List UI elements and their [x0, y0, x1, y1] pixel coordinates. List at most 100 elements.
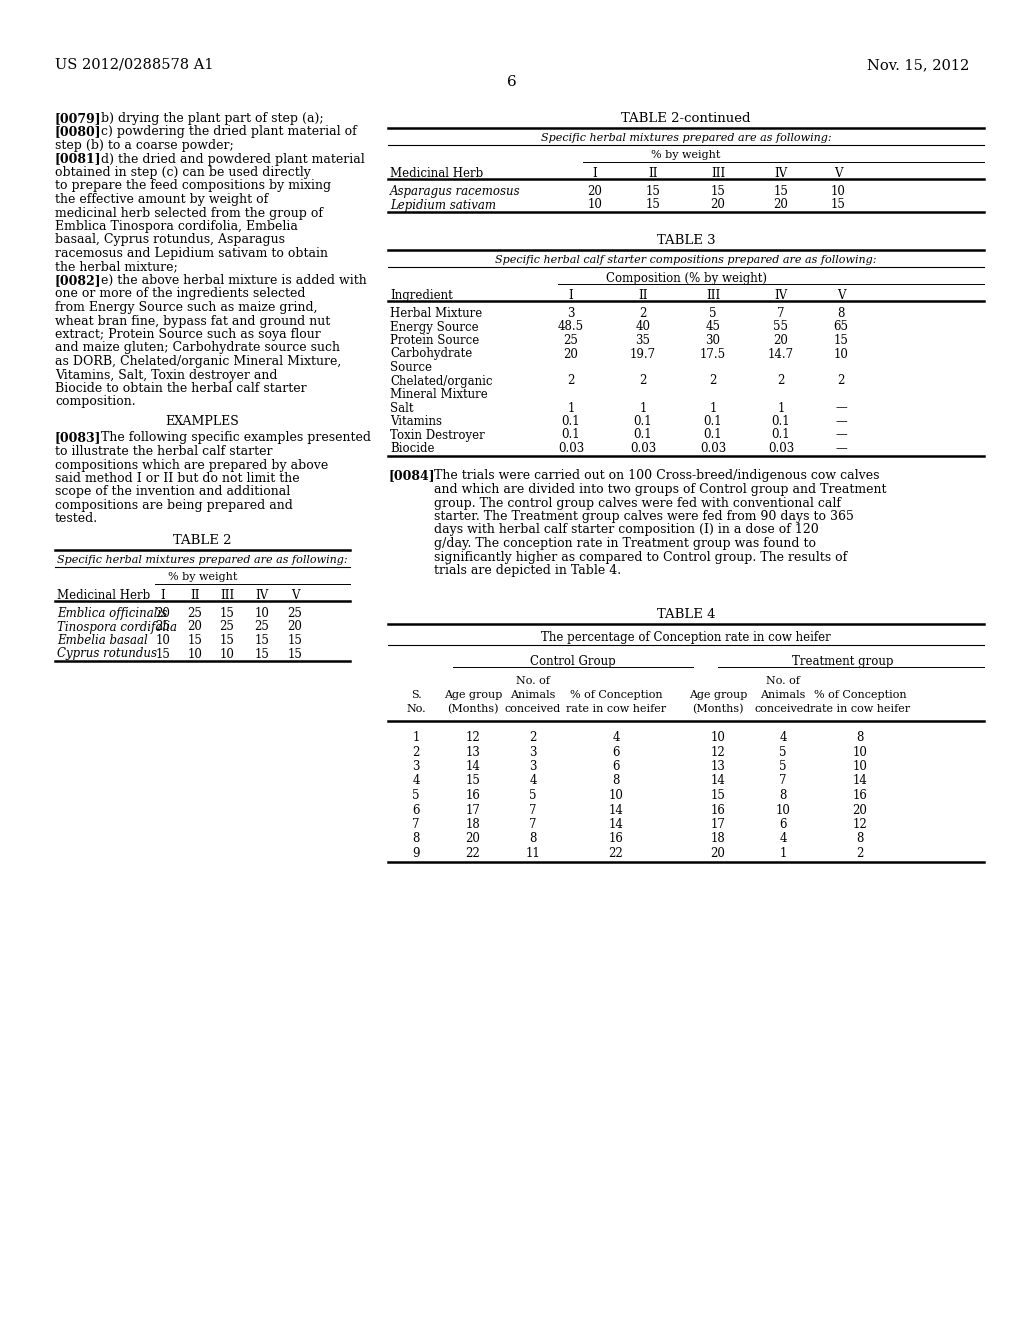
- Text: 10: 10: [608, 789, 624, 803]
- Text: 15: 15: [156, 648, 170, 660]
- Text: 15: 15: [255, 648, 269, 660]
- Text: S.: S.: [411, 690, 421, 700]
- Text: I: I: [568, 289, 573, 302]
- Text: 11: 11: [525, 847, 541, 861]
- Text: to illustrate the herbal calf starter: to illustrate the herbal calf starter: [55, 445, 272, 458]
- Text: 25: 25: [219, 620, 234, 634]
- Text: 10: 10: [156, 634, 170, 647]
- Text: 13: 13: [466, 746, 480, 759]
- Text: 2: 2: [710, 375, 717, 388]
- Text: e) the above herbal mixture is added with: e) the above herbal mixture is added wit…: [101, 275, 367, 286]
- Text: one or more of the ingredients selected: one or more of the ingredients selected: [55, 288, 305, 301]
- Text: conceived: conceived: [505, 704, 561, 714]
- Text: III: III: [706, 289, 720, 302]
- Text: 0.03: 0.03: [699, 442, 726, 455]
- Text: The trials were carried out on 100 Cross-breed/indigenous cow calves: The trials were carried out on 100 Cross…: [434, 470, 880, 483]
- Text: Age group: Age group: [689, 690, 748, 700]
- Text: EXAMPLES: EXAMPLES: [166, 414, 240, 428]
- Text: 17: 17: [466, 804, 480, 817]
- Text: —: —: [836, 429, 847, 441]
- Text: 25: 25: [187, 607, 203, 620]
- Text: [0081]: [0081]: [55, 153, 101, 165]
- Text: No. of: No. of: [516, 676, 550, 686]
- Text: Treatment group: Treatment group: [793, 655, 894, 668]
- Text: 5: 5: [710, 308, 717, 319]
- Text: 15: 15: [255, 634, 269, 647]
- Text: 10: 10: [711, 731, 725, 744]
- Text: II: II: [638, 289, 648, 302]
- Text: 1: 1: [639, 401, 647, 414]
- Text: Medicinal Herb: Medicinal Herb: [57, 589, 151, 602]
- Text: 22: 22: [466, 847, 480, 861]
- Text: II: II: [648, 168, 657, 180]
- Text: 10: 10: [830, 185, 846, 198]
- Text: Specific herbal mixtures prepared are as following:: Specific herbal mixtures prepared are as…: [541, 133, 831, 143]
- Text: [0084]: [0084]: [388, 470, 434, 483]
- Text: I: I: [593, 168, 597, 180]
- Text: composition.: composition.: [55, 396, 135, 408]
- Text: 4: 4: [529, 775, 537, 788]
- Text: 15: 15: [773, 185, 788, 198]
- Text: and which are divided into two groups of Control group and Treatment: and which are divided into two groups of…: [434, 483, 887, 496]
- Text: 20: 20: [466, 833, 480, 846]
- Text: 0.03: 0.03: [558, 442, 584, 455]
- Text: 10: 10: [255, 607, 269, 620]
- Text: 3: 3: [413, 760, 420, 774]
- Text: 15: 15: [711, 789, 725, 803]
- Text: rate in cow heifer: rate in cow heifer: [810, 704, 910, 714]
- Text: 4: 4: [413, 775, 420, 788]
- Text: Energy Source: Energy Source: [390, 321, 478, 334]
- Text: TABLE 3: TABLE 3: [656, 234, 716, 247]
- Text: 4: 4: [779, 833, 786, 846]
- Text: [0083]: [0083]: [55, 432, 101, 445]
- Text: 55: 55: [773, 321, 788, 334]
- Text: trials are depicted in Table 4.: trials are depicted in Table 4.: [434, 564, 622, 577]
- Text: 18: 18: [466, 818, 480, 832]
- Text: 10: 10: [588, 198, 602, 211]
- Text: Mineral Mixture: Mineral Mixture: [390, 388, 487, 401]
- Text: 2: 2: [838, 375, 845, 388]
- Text: starter. The Treatment group calves were fed from 90 days to 365: starter. The Treatment group calves were…: [434, 510, 854, 523]
- Text: 15: 15: [645, 198, 660, 211]
- Text: 15: 15: [219, 607, 234, 620]
- Text: 15: 15: [834, 334, 849, 347]
- Text: 1: 1: [567, 401, 574, 414]
- Text: 7: 7: [413, 818, 420, 832]
- Text: 14: 14: [466, 760, 480, 774]
- Text: 8: 8: [856, 833, 863, 846]
- Text: days with herbal calf starter composition (I) in a dose of 120: days with herbal calf starter compositio…: [434, 524, 819, 536]
- Text: 16: 16: [466, 789, 480, 803]
- Text: basaal, Cyprus rotundus, Asparagus: basaal, Cyprus rotundus, Asparagus: [55, 234, 285, 247]
- Text: 14: 14: [853, 775, 867, 788]
- Text: scope of the invention and additional: scope of the invention and additional: [55, 486, 290, 499]
- Text: [0079]: [0079]: [55, 112, 101, 125]
- Text: 10: 10: [775, 804, 791, 817]
- Text: Tinospora cordifolia: Tinospora cordifolia: [57, 620, 177, 634]
- Text: 5: 5: [413, 789, 420, 803]
- Text: US 2012/0288578 A1: US 2012/0288578 A1: [55, 58, 213, 73]
- Text: Medicinal Herb: Medicinal Herb: [390, 168, 483, 180]
- Text: Protein Source: Protein Source: [390, 334, 479, 347]
- Text: b) drying the plant part of step (a);: b) drying the plant part of step (a);: [101, 112, 324, 125]
- Text: medicinal herb selected from the group of: medicinal herb selected from the group o…: [55, 206, 323, 219]
- Text: 15: 15: [288, 634, 302, 647]
- Text: —: —: [836, 442, 847, 455]
- Text: compositions are being prepared and: compositions are being prepared and: [55, 499, 293, 512]
- Text: Animals: Animals: [760, 690, 806, 700]
- Text: 9: 9: [413, 847, 420, 861]
- Text: rate in cow heifer: rate in cow heifer: [566, 704, 666, 714]
- Text: 45: 45: [706, 321, 721, 334]
- Text: —: —: [836, 401, 847, 414]
- Text: 7: 7: [779, 775, 786, 788]
- Text: 0.1: 0.1: [703, 414, 722, 428]
- Text: Specific herbal mixtures prepared are as following:: Specific herbal mixtures prepared are as…: [57, 554, 348, 565]
- Text: [0080]: [0080]: [55, 125, 101, 139]
- Text: 20: 20: [288, 620, 302, 634]
- Text: 10: 10: [187, 648, 203, 660]
- Text: V: V: [837, 289, 845, 302]
- Text: 25: 25: [255, 620, 269, 634]
- Text: 15: 15: [219, 634, 234, 647]
- Text: 4: 4: [779, 731, 786, 744]
- Text: 0.03: 0.03: [768, 442, 795, 455]
- Text: 8: 8: [838, 308, 845, 319]
